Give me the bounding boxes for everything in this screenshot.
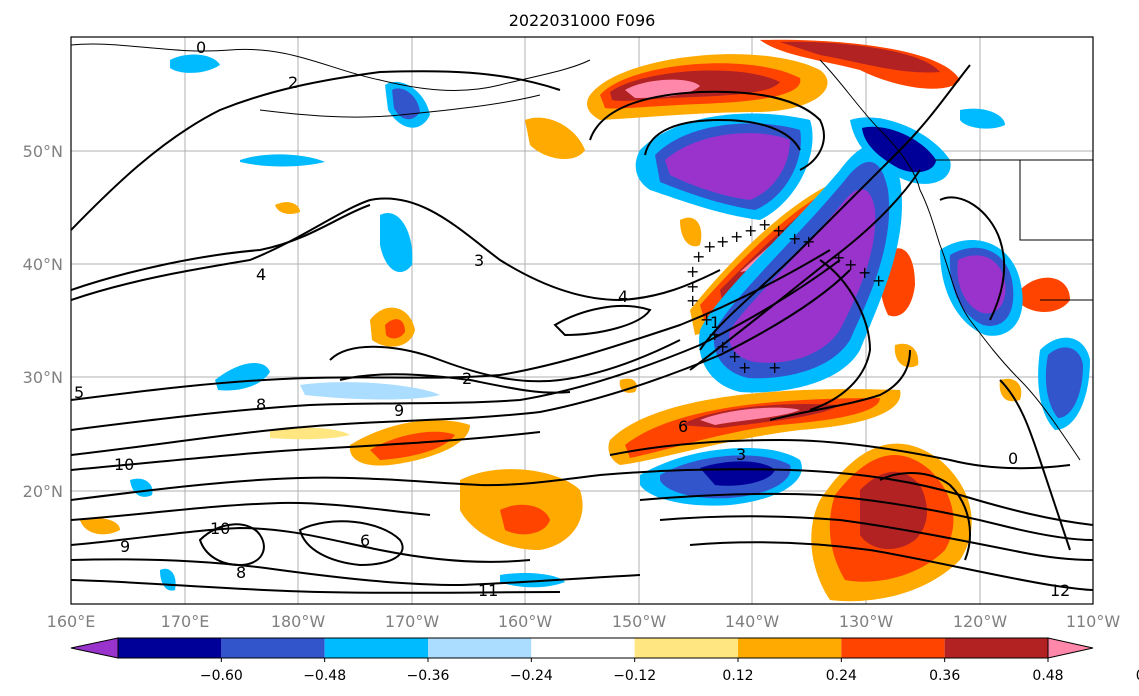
lon-label: 160°W — [498, 612, 553, 631]
colorbar-segment — [118, 638, 222, 658]
contour-label: 4 — [618, 287, 628, 306]
marker: + — [716, 232, 729, 251]
map-title: 2022031000 F096 — [509, 11, 656, 30]
lon-label: 180°W — [271, 612, 326, 631]
contour-label: 3 — [736, 445, 746, 464]
colorbar-tick-label: −0.48 — [303, 668, 346, 684]
colorbar-tick-label: 0.48 — [1032, 668, 1063, 684]
colorbar-extend-low — [70, 637, 119, 659]
contour-label: 10 — [210, 519, 230, 538]
colorbar-segment — [324, 638, 428, 658]
latitude-labels: 20°N 30°N 40°N 50°N — [23, 142, 63, 501]
contour-label: 8 — [236, 563, 246, 582]
colorbar-segment — [634, 638, 738, 658]
contour-label: 11 — [478, 581, 498, 600]
lon-label: 120°W — [953, 612, 1008, 631]
marker: + — [844, 255, 857, 274]
lon-label: 170°W — [385, 612, 440, 631]
contour-labels: 0 2 3 4 5 6 8 9 10 11 12 1 2 3 4 6 8 9 1… — [74, 38, 1070, 600]
coastlines — [71, 43, 1093, 461]
colorbar-tick-label: 0.60 — [1136, 668, 1139, 684]
contour-label: 4 — [256, 265, 266, 284]
contour-label: 6 — [678, 417, 688, 436]
contour-label: 9 — [120, 537, 130, 556]
contour-label: 10 — [114, 455, 134, 474]
marker: + — [788, 229, 801, 248]
lon-label: 130°W — [839, 612, 894, 631]
colorbar-extend-high — [1047, 637, 1094, 659]
marker: + — [708, 325, 721, 344]
contour-label: 1 — [710, 313, 720, 332]
plus-markers: + + + + + + + + + + + + + + + + + + + + … — [686, 215, 885, 377]
contour-label: 3 — [474, 251, 484, 270]
colorbar-tick-label: 0.36 — [929, 668, 960, 684]
marker: + — [728, 347, 741, 366]
marker: + — [738, 358, 751, 377]
lon-label: 160°E — [47, 612, 96, 631]
colorbar-tick-label: −0.60 — [200, 668, 243, 684]
marker: + — [872, 271, 885, 290]
marker: + — [703, 237, 716, 256]
marker: + — [758, 215, 771, 234]
lat-label-50n: 50°N — [23, 142, 63, 161]
colorbar-segment — [531, 638, 635, 658]
lat-label-30n: 30°N — [23, 368, 63, 387]
colorbar-border — [117, 637, 1049, 659]
colorbar-segment — [221, 638, 325, 658]
marker: + — [686, 262, 699, 281]
colorbar-tick-label: −0.36 — [407, 668, 450, 684]
colorbar-tick-label: 0.12 — [722, 668, 753, 684]
lon-label: 140°W — [725, 612, 780, 631]
marker: + — [768, 358, 781, 377]
colorbar-tick-label: −0.24 — [510, 668, 553, 684]
contour-label: 2 — [462, 369, 472, 388]
marker: + — [832, 248, 845, 267]
negative-shading — [130, 54, 1090, 591]
lat-label-40n: 40°N — [23, 255, 63, 274]
contour-label: 2 — [288, 73, 298, 92]
contour-label: 0 — [1008, 449, 1018, 468]
contour-label: 0 — [196, 38, 206, 57]
lon-label: 170°E — [161, 612, 210, 631]
colorbar-tick-label: 0.24 — [826, 668, 857, 684]
marker: + — [686, 291, 699, 310]
colorbar: −0.60 −0.48 −0.36 −0.24 −0.12 0.12 0.24 0.36 0.4… — [70, 637, 1139, 684]
marker: + — [716, 337, 729, 356]
contour-lines — [71, 64, 1093, 594]
longitude-labels: 160°E 170°E 180°W 170°W 160°W 150°W 140°… — [47, 612, 1121, 631]
colorbar-segment — [841, 638, 945, 658]
colorbar-segment — [428, 638, 532, 658]
lon-label: 110°W — [1066, 612, 1121, 631]
marker: + — [686, 277, 699, 296]
contour-label: 8 — [256, 395, 266, 414]
marker: + — [772, 221, 785, 240]
colorbar-tick-label: −0.12 — [613, 668, 656, 684]
contour-label: 5 — [74, 383, 84, 402]
colorbar-segment — [944, 638, 1048, 658]
marker: + — [730, 227, 743, 246]
lon-label: 150°W — [612, 612, 667, 631]
contour-label: 12 — [1050, 581, 1070, 600]
marker: + — [700, 310, 713, 329]
colorbar-segment — [738, 638, 842, 658]
lat-label-20n: 20°N — [23, 482, 63, 501]
map-frame — [70, 36, 1094, 605]
marker: + — [692, 247, 705, 266]
marker: + — [744, 221, 757, 240]
marker: + — [802, 232, 815, 251]
marker: + — [858, 263, 871, 282]
contour-label: 9 — [394, 401, 404, 420]
contour-label: 6 — [360, 531, 370, 550]
map-content: + + + + + + + + + + + + + + + + + + + + … — [71, 37, 1093, 604]
